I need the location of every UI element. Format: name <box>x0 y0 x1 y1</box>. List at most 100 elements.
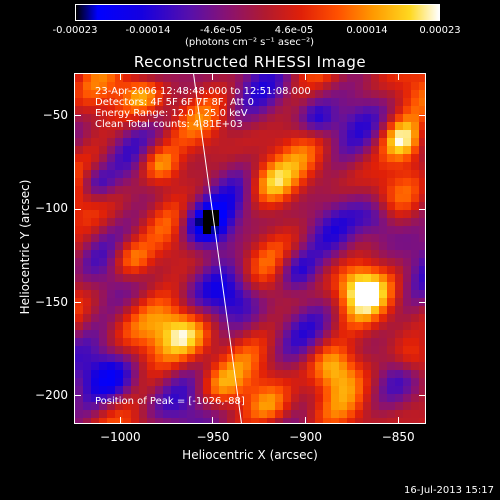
heatmap-cell <box>251 370 259 378</box>
heatmap-cell <box>163 306 171 314</box>
heatmap-cell <box>299 138 307 146</box>
heatmap-cell <box>195 370 203 378</box>
heatmap-cell <box>347 394 355 402</box>
heatmap-cell <box>251 330 259 338</box>
heatmap-cell <box>355 130 363 138</box>
heatmap-cell <box>347 210 355 218</box>
heatmap-cell <box>371 250 379 258</box>
heatmap-cell <box>243 330 251 338</box>
heatmap-cell <box>243 386 251 394</box>
heatmap-cell <box>219 138 227 146</box>
heatmap-cell <box>227 250 235 258</box>
heatmap-cell <box>291 410 299 418</box>
heatmap-cell <box>147 274 155 282</box>
heatmap-cell <box>411 106 419 114</box>
heatmap-cell <box>187 250 195 258</box>
heatmap-cell <box>99 154 107 162</box>
heatmap-cell <box>299 258 307 266</box>
heatmap-cell <box>147 378 155 386</box>
heatmap-cell <box>139 194 147 202</box>
heatmap-cell <box>355 322 363 330</box>
heatmap-cell <box>179 418 187 423</box>
heatmap-cell <box>163 346 171 354</box>
heatmap-cell <box>243 98 251 106</box>
heatmap-cell <box>179 154 187 162</box>
heatmap-cell <box>379 370 387 378</box>
heatmap-cell <box>419 306 425 314</box>
heatmap-cell <box>387 418 395 423</box>
heatmap-cell <box>107 226 115 234</box>
heatmap-cell <box>411 218 419 226</box>
heatmap-cell <box>115 138 123 146</box>
heatmap-cell <box>395 394 403 402</box>
heatmap-cell <box>139 98 147 106</box>
heatmap-cell <box>395 114 403 122</box>
heatmap-cell <box>339 114 347 122</box>
heatmap-cell <box>339 266 347 274</box>
heatmap-cell <box>99 226 107 234</box>
heatmap-cell <box>131 266 139 274</box>
heatmap-cell <box>91 210 99 218</box>
heatmap-cell <box>267 346 275 354</box>
heatmap-cell <box>155 362 163 370</box>
heatmap-cell <box>259 370 267 378</box>
heatmap-cell <box>171 274 179 282</box>
heatmap-cell <box>131 82 139 90</box>
heatmap-cell <box>419 138 425 146</box>
heatmap-cell <box>171 298 179 306</box>
heatmap-cell <box>347 122 355 130</box>
heatmap-cell <box>123 106 131 114</box>
heatmap-cell <box>291 258 299 266</box>
heatmap-cell <box>139 274 147 282</box>
heatmap-cell <box>379 266 387 274</box>
heatmap-cell <box>235 202 243 210</box>
heatmap-cell <box>195 346 203 354</box>
heatmap-cell <box>147 234 155 242</box>
heatmap-cell <box>411 298 419 306</box>
heatmap-cell <box>403 250 411 258</box>
heatmap-cell <box>299 250 307 258</box>
heatmap-cell <box>147 410 155 418</box>
heatmap-cell <box>171 418 179 423</box>
heatmap-cell <box>235 274 243 282</box>
heatmap-cell <box>147 114 155 122</box>
heatmap-cell <box>371 226 379 234</box>
heatmap-cell <box>395 106 403 114</box>
heatmap-cell <box>147 106 155 114</box>
heatmap-cell <box>171 290 179 298</box>
heatmap-cell <box>395 386 403 394</box>
heatmap-cell <box>171 338 179 346</box>
heatmap-cell <box>163 242 171 250</box>
heatmap-cell <box>243 154 251 162</box>
heatmap-cell <box>387 154 395 162</box>
y-tick-right <box>419 302 426 304</box>
heatmap-cell <box>379 234 387 242</box>
heatmap-cell <box>139 386 147 394</box>
heatmap-cell <box>371 202 379 210</box>
heatmap-cell <box>323 186 331 194</box>
heatmap-cell <box>307 194 315 202</box>
heatmap-cell <box>123 290 131 298</box>
heatmap-cell <box>339 298 347 306</box>
heatmap-cell <box>299 410 307 418</box>
heatmap-cell <box>179 170 187 178</box>
heatmap-cell <box>315 306 323 314</box>
heatmap-cell <box>219 242 227 250</box>
heatmap-cell <box>115 106 123 114</box>
heatmap-cell <box>363 202 371 210</box>
heatmap-cell <box>211 338 219 346</box>
heatmap-cell <box>363 146 371 154</box>
heatmap-cell <box>259 226 267 234</box>
heatmap-cell <box>251 282 259 290</box>
heatmap-cell <box>299 242 307 250</box>
heatmap-cell <box>315 322 323 330</box>
heatmap-cell <box>387 234 395 242</box>
heatmap-cell <box>363 290 371 298</box>
heatmap-cell <box>123 314 131 322</box>
heatmap-cell <box>323 98 331 106</box>
heatmap-cell <box>147 122 155 130</box>
heatmap-cell <box>347 282 355 290</box>
heatmap-cell <box>411 346 419 354</box>
heatmap-cell <box>267 186 275 194</box>
heatmap-cell <box>403 146 411 154</box>
